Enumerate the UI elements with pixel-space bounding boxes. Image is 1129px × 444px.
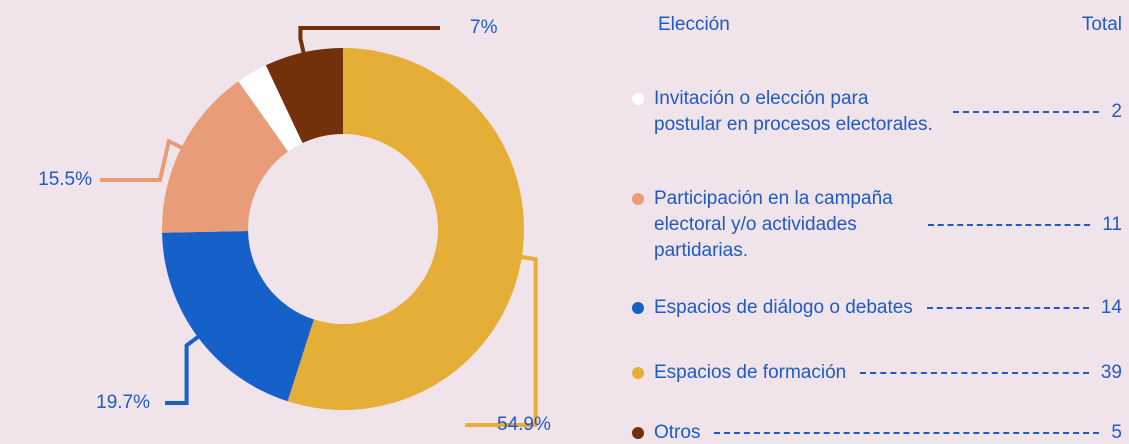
total-value: 14	[1100, 297, 1122, 318]
leader-line	[100, 138, 188, 182]
value-label: 15.5%	[38, 169, 92, 190]
legend-marker	[632, 93, 644, 105]
legend-label: Espacios de formación	[654, 362, 847, 383]
donut-chart: 54.9% 19.7% 15.5% 7%	[38, 17, 551, 435]
legend-row: Espacios de diálogo o debates 14	[630, 295, 1122, 321]
legend-marker	[632, 427, 644, 439]
total-header: Total	[1081, 14, 1122, 35]
total-value: 2	[1111, 101, 1122, 122]
legend-marker	[632, 193, 644, 205]
slice	[238, 65, 303, 152]
legend-row: Espacios de formación 39	[630, 360, 1122, 386]
legend-row: Invitación o elección para postular en p…	[630, 86, 1122, 138]
leader-line	[165, 331, 204, 405]
legend-label: Invitación o elección para postular en p…	[654, 88, 933, 135]
slice	[265, 48, 343, 144]
dash-line	[860, 372, 1089, 374]
dash-line	[953, 111, 1100, 113]
leader-line	[298, 26, 440, 59]
dash-line	[928, 224, 1091, 226]
total-value: 11	[1102, 214, 1122, 235]
slice	[162, 81, 289, 233]
dash-line	[926, 307, 1089, 309]
value-label: 54.9%	[497, 414, 551, 435]
legend-row: Otros 5	[630, 420, 1122, 444]
legend-label: Espacios de diálogo o debates	[654, 297, 913, 318]
value-label: 7%	[470, 17, 498, 38]
slice	[287, 48, 525, 410]
legend-marker	[632, 367, 644, 379]
legend-title: Elección	[658, 14, 730, 35]
total-value: 5	[1111, 422, 1122, 443]
legend-label: Otros	[654, 422, 701, 443]
dash-line	[714, 432, 1100, 434]
legend-marker	[632, 302, 644, 314]
legend-label: Participación en la campaña electoral y/…	[654, 188, 893, 261]
slice	[162, 230, 314, 402]
value-label: 19.7%	[96, 392, 150, 413]
total-value: 39	[1100, 362, 1122, 383]
legend-row: Participación en la campaña electoral y/…	[630, 186, 1122, 264]
leader-line	[465, 254, 538, 427]
